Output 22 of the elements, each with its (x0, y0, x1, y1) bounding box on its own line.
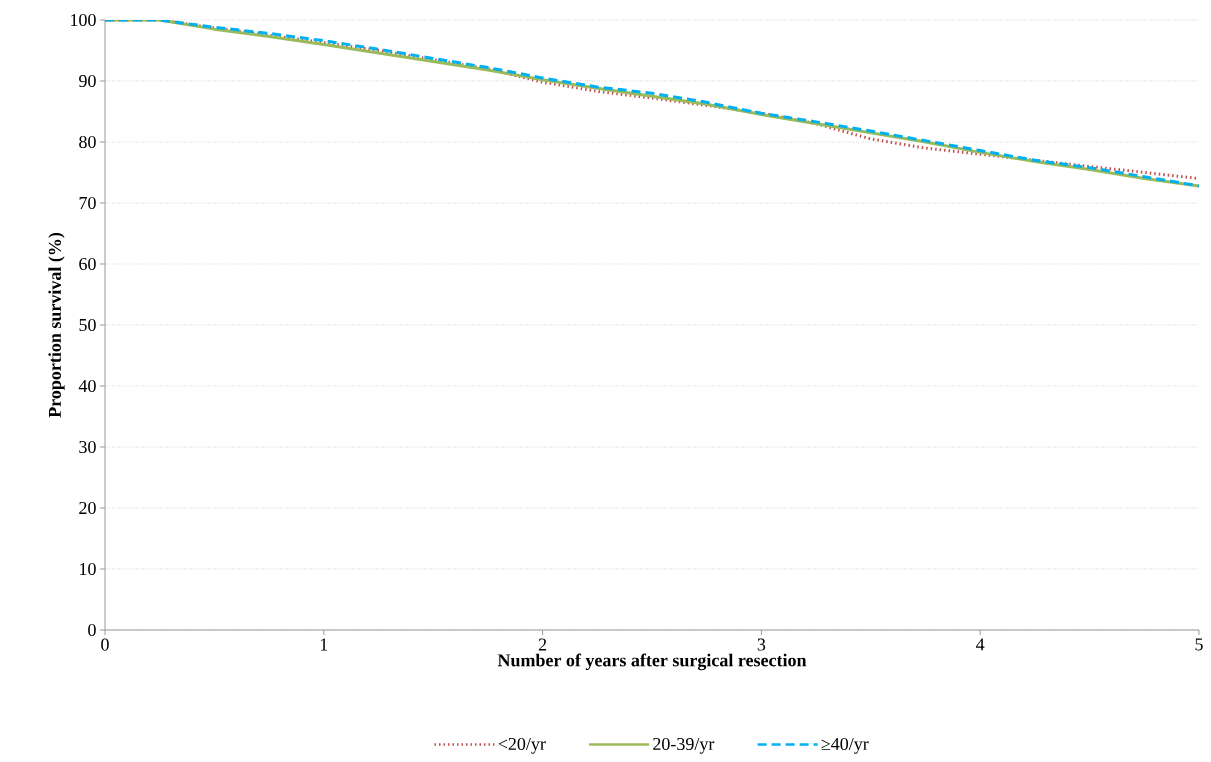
y-tick-label: 100 (71, 13, 96, 27)
y-tick-label: 80 (79, 135, 96, 149)
y-tick-label: 30 (79, 440, 96, 454)
legend-label: <20/yr (498, 737, 546, 754)
y-tick-label: 50 (79, 318, 96, 332)
x-tick-label: 2 (538, 638, 547, 651)
y-tick-label: 60 (79, 257, 96, 271)
x-tick-label: 3 (757, 638, 766, 651)
x-tick-label: 0 (101, 638, 109, 651)
y-tick-label: 40 (78, 379, 96, 393)
x-axis-title: Number of years after surgical resection (497, 653, 807, 671)
y-tick-label: 20 (79, 501, 96, 515)
y-tick-label: 10 (80, 562, 96, 576)
x-tick-label: 4 (976, 638, 985, 651)
x-tick-label: 1 (320, 638, 328, 651)
y-tick-label: 70 (79, 196, 96, 210)
legend-label: ≥40/yr (821, 737, 869, 754)
legend-label: 20-39/yr (653, 737, 715, 754)
y-axis-title: Proportion survival (%) (48, 232, 65, 418)
x-tick-label: 5 (1195, 638, 1203, 651)
y-tick-label: 90 (79, 74, 96, 88)
y-tick-label: 0 (88, 623, 96, 637)
